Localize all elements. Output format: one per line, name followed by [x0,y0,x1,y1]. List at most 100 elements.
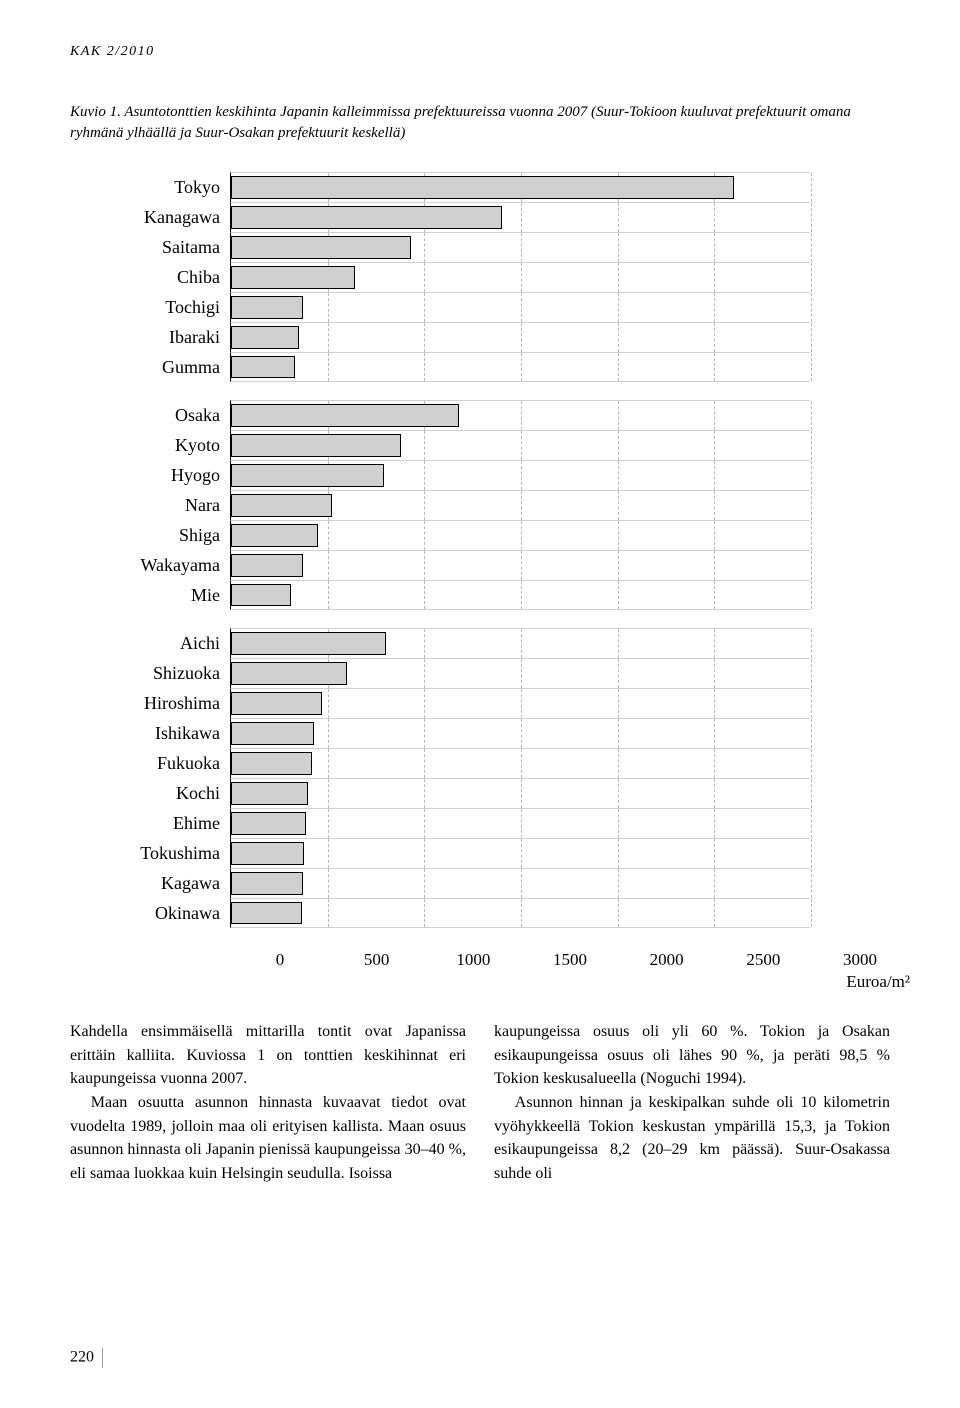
chart-bar-fill [231,842,304,865]
chart-bar-fill [231,872,303,895]
chart-gridline [424,551,425,580]
chart-gridline [618,809,619,838]
chart-gridline [424,491,425,520]
chart-bar-label: Mie [120,585,230,606]
chart-gridline [424,431,425,460]
chart-bar-label: Kyoto [120,435,230,456]
chart-gridline [521,233,522,262]
chart-bar-label: Hiroshima [120,693,230,714]
body-paragraph: Kahdella ensimmäisellä mittarilla tontit… [70,1020,466,1091]
chart-bar-label: Ibaraki [120,327,230,348]
page-number: 220 [70,1348,103,1368]
chart-axis-tick: 1000 [456,950,490,970]
chart-gridline [811,461,812,490]
chart-gridline [811,869,812,898]
chart-bar-fill [231,494,332,517]
chart-axis-tick: 1500 [553,950,587,970]
chart-gridline [714,629,715,658]
chart-gridline [328,809,329,838]
body-columns: Kahdella ensimmäisellä mittarilla tontit… [70,1020,890,1186]
chart-bar-track [230,898,810,928]
chart-group: OsakaKyotoHyogoNaraShigaWakayamaMie [120,400,890,610]
chart-gridline [424,581,425,609]
chart-gridline [714,401,715,430]
chart-gridline [618,749,619,778]
chart-axis-ticks: 050010001500200025003000 [280,946,860,972]
chart-gridline [424,749,425,778]
chart-bar-row: Ibaraki [120,322,890,352]
chart-axis-tick: 3000 [843,950,877,970]
chart-bar-label: Shizuoka [120,663,230,684]
chart-gridline [811,719,812,748]
chart-gridline [618,581,619,609]
chart-gridline [618,899,619,927]
chart-bar-row: Tokyo [120,172,890,202]
chart-bar-fill [231,632,386,655]
chart-gridline [618,431,619,460]
chart-bar-track [230,658,810,688]
chart-gridline [328,293,329,322]
chart-gridline [424,839,425,868]
chart-bar-fill [231,356,295,378]
body-col-left: Kahdella ensimmäisellä mittarilla tontit… [70,1020,466,1186]
chart-gridline [811,659,812,688]
chart-gridline [714,323,715,352]
chart-gridline [618,551,619,580]
chart-gridline [618,353,619,381]
chart-gridline [811,629,812,658]
chart-gridline [328,779,329,808]
chart-bar-fill [231,554,303,577]
chart-gridline [328,839,329,868]
chart-bar-row: Mie [120,580,890,610]
chart-gridline [521,491,522,520]
chart-gridline [618,461,619,490]
chart-gridline [328,323,329,352]
chart-gridline [714,581,715,609]
chart-gridline [714,461,715,490]
chart-bar-label: Hyogo [120,465,230,486]
chart-gridline [521,551,522,580]
chart-gridline [618,629,619,658]
chart-gridline [714,431,715,460]
chart-bar-row: Ishikawa [120,718,890,748]
chart-gridline [521,401,522,430]
chart-gridline [521,353,522,381]
chart-gridline [811,233,812,262]
chart-gridline [424,629,425,658]
chart-bar-track [230,718,810,748]
chart-axis-unit: Euroa/m² [846,972,910,992]
chart-gridline [618,491,619,520]
chart-bar-label: Tokyo [120,177,230,198]
chart-gridline [618,203,619,232]
chart-gridline [714,521,715,550]
chart-gridline [424,659,425,688]
chart-bar-fill [231,692,322,715]
chart-gridline [714,491,715,520]
chart-bar-label: Aichi [120,633,230,654]
chart-bar-track [230,808,810,838]
chart-gridline [521,431,522,460]
chart-gridline [811,779,812,808]
chart-bar-fill [231,662,347,685]
chart-gridline [521,869,522,898]
chart-bar-track [230,172,810,202]
chart-gridline [521,293,522,322]
chart-gridline [328,899,329,927]
chart-group: TokyoKanagawaSaitamaChibaTochigiIbarakiG… [120,172,890,382]
chart-bar-row: Kagawa [120,868,890,898]
chart-bar-fill [231,206,502,229]
chart-gridline [618,401,619,430]
chart-bar-row: Kyoto [120,430,890,460]
chart-group: AichiShizuokaHiroshimaIshikawaFukuokaKoc… [120,628,890,928]
chart-gridline [424,719,425,748]
chart-gridline [811,323,812,352]
chart-axis-tick: 500 [364,950,390,970]
chart-gridline [521,323,522,352]
chart-gridline [521,899,522,927]
chart-gridline [521,779,522,808]
body-col-right: kaupungeissa osuus oli yli 60 %. Tokion … [494,1020,890,1186]
chart-bar-track [230,292,810,322]
chart-gridline [714,551,715,580]
chart-axis-tick: 0 [276,950,285,970]
chart-gridline [424,779,425,808]
